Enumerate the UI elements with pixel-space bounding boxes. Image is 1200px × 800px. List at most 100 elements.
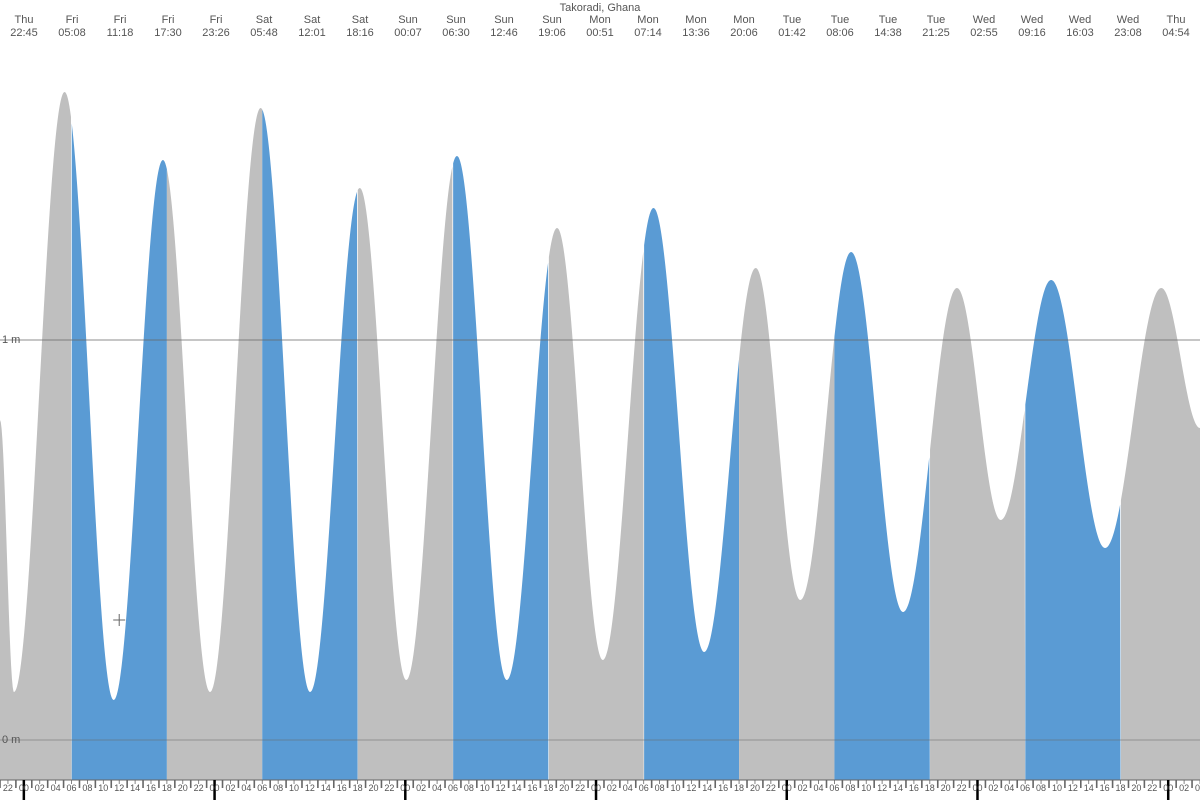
header-day: Wed	[1066, 14, 1094, 27]
x-tick-label: 10	[480, 783, 490, 793]
x-tick-label: 04	[623, 783, 633, 793]
chart-title: Takoradi, Ghana	[560, 2, 641, 14]
header-time: 04:54	[1162, 27, 1190, 40]
header-label: Sun00:07	[394, 14, 422, 40]
x-tick-label: 10	[289, 783, 299, 793]
y-tick-label: 1 m	[2, 334, 20, 346]
header-label: Sun19:06	[538, 14, 566, 40]
x-tick-label: 06	[448, 783, 458, 793]
x-tick-label: 18	[353, 783, 363, 793]
x-tick-label: 00	[210, 783, 220, 793]
header-label: Wed23:08	[1114, 14, 1142, 40]
header-label: Sat18:16	[346, 14, 374, 40]
x-tick-label: 02	[1179, 783, 1189, 793]
x-tick-label: 18	[925, 783, 935, 793]
x-tick-label: 08	[82, 783, 92, 793]
tide-area-night	[358, 167, 453, 780]
header-label: Fri23:26	[202, 14, 230, 40]
tide-chart-svg	[0, 0, 1200, 800]
tide-area-night	[549, 228, 644, 780]
header-label: Fri05:08	[58, 14, 86, 40]
x-tick-label: 20	[750, 783, 760, 793]
header-day: Fri	[107, 14, 134, 27]
x-tick-label: 22	[194, 783, 204, 793]
x-tick-label: 08	[845, 783, 855, 793]
header-label: Sat05:48	[250, 14, 278, 40]
header-label: Wed09:16	[1018, 14, 1046, 40]
header-time: 06:30	[442, 27, 470, 40]
x-tick-label: 06	[1020, 783, 1030, 793]
x-tick-label: 08	[655, 783, 665, 793]
x-tick-label: 20	[1131, 783, 1141, 793]
tide-area-day	[262, 109, 357, 780]
x-tick-label: 12	[114, 783, 124, 793]
x-tick-label: 22	[384, 783, 394, 793]
x-tick-label: 02	[225, 783, 235, 793]
header-time: 18:16	[346, 27, 374, 40]
x-tick-label: 18	[543, 783, 553, 793]
x-tick-label: 08	[273, 783, 283, 793]
header-day: Mon	[730, 14, 758, 27]
x-tick-label: 14	[1084, 783, 1094, 793]
x-tick-label: 22	[766, 783, 776, 793]
x-tick-label: 04	[51, 783, 61, 793]
x-tick-label: 14	[130, 783, 140, 793]
header-day: Mon	[682, 14, 710, 27]
header-day: Sun	[538, 14, 566, 27]
header-label: Sat12:01	[298, 14, 326, 40]
x-tick-label: 02	[798, 783, 808, 793]
x-tick-label: 10	[98, 783, 108, 793]
header-time: 11:18	[107, 27, 134, 40]
x-tick-label: 02	[416, 783, 426, 793]
x-tick-label: 18	[1116, 783, 1126, 793]
x-tick-label: 22	[575, 783, 585, 793]
x-tick-label: 00	[782, 783, 792, 793]
header-time: 02:55	[970, 27, 998, 40]
header-day: Wed	[1114, 14, 1142, 27]
header-time: 19:06	[538, 27, 566, 40]
x-tick-label: 14	[512, 783, 522, 793]
x-tick-label: 18	[734, 783, 744, 793]
header-day: Wed	[970, 14, 998, 27]
x-tick-label: 16	[337, 783, 347, 793]
header-day: Fri	[202, 14, 230, 27]
header-time: 16:03	[1066, 27, 1094, 40]
header-time: 07:14	[634, 27, 662, 40]
header-label: Sun12:46	[490, 14, 518, 40]
header-day: Wed	[1018, 14, 1046, 27]
x-tick-label: 10	[861, 783, 871, 793]
header-day: Fri	[58, 14, 86, 27]
header-time: 23:08	[1114, 27, 1142, 40]
header-label: Mon20:06	[730, 14, 758, 40]
header-day: Tue	[874, 14, 902, 27]
x-tick-label: 00	[591, 783, 601, 793]
x-tick-label: 20	[559, 783, 569, 793]
header-day: Thu	[1162, 14, 1190, 27]
tide-area-night	[930, 288, 1025, 780]
header-time: 22:45	[10, 27, 38, 40]
header-day: Sat	[250, 14, 278, 27]
header-label: Tue08:06	[826, 14, 854, 40]
x-tick-label: 06	[639, 783, 649, 793]
tide-area-night	[167, 108, 262, 780]
x-tick-label: 02	[607, 783, 617, 793]
x-tick-label: 10	[1052, 783, 1062, 793]
x-tick-label: 12	[877, 783, 887, 793]
x-tick-label: 22	[957, 783, 967, 793]
header-day: Sun	[394, 14, 422, 27]
header-day: Fri	[154, 14, 182, 27]
x-tick-label: 16	[909, 783, 919, 793]
header-label: Thu04:54	[1162, 14, 1190, 40]
x-tick-label: 02	[988, 783, 998, 793]
header-label: Mon00:51	[586, 14, 614, 40]
x-tick-label: 14	[702, 783, 712, 793]
header-time: 20:06	[730, 27, 758, 40]
header-label: Wed16:03	[1066, 14, 1094, 40]
header-day: Tue	[778, 14, 806, 27]
header-label: Thu22:45	[10, 14, 38, 40]
x-tick-label: 16	[527, 783, 537, 793]
header-time: 17:30	[154, 27, 182, 40]
x-tick-label: 08	[464, 783, 474, 793]
tide-area-day	[644, 208, 739, 780]
tide-area-day	[453, 156, 548, 780]
